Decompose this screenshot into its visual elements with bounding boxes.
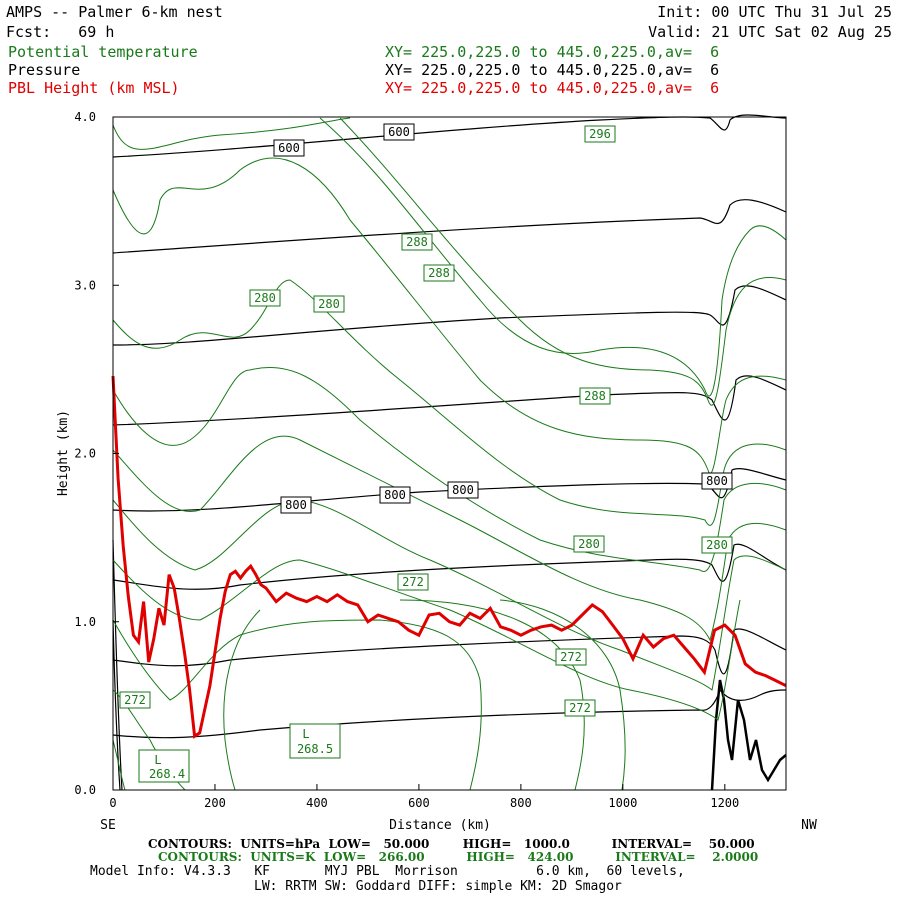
theta-contours [112,117,787,791]
svg-text:268.4: 268.4 [149,767,185,781]
svg-text:288: 288 [428,266,450,280]
pressure-label: 600 [273,139,305,157]
left-end-label: SE [100,818,116,833]
pbl-height-line [111,376,787,739]
theta-label: 280 [701,536,733,554]
theta-label: 280 [313,295,345,313]
theta-label: 280 [573,535,605,553]
pressure-label: 800 [701,472,733,490]
y-tick-label: 4.0 [74,110,96,124]
y-axis-label: Height (km) [56,410,71,496]
y-tick-label: 0.0 [74,783,96,797]
footer-theta-contours: CONTOURS: UNITS=K LOW= 266.00 HIGH= 424.… [158,850,759,864]
svg-text:280: 280 [578,537,600,551]
pressure-contours [112,114,787,791]
footer-model-info: Model Info: V4.3.3 KF MYJ PBL Morrison 6… [90,864,685,879]
svg-text:288: 288 [406,235,428,249]
footer-pressure-contours: CONTOURS: UNITS=hPa LOW= 50.000 HIGH= 10… [148,837,755,851]
field-name-pressure: Pressure [8,61,81,79]
svg-text:280: 280 [706,538,728,552]
pressure-labels: 600 600 800 800 800 800 [273,123,733,514]
theta-label: 288 [423,264,455,282]
x-axis-label: Distance (km) [389,818,491,833]
plot-title: AMPS -- Palmer 6-km nest [6,3,223,21]
svg-text:272: 272 [569,701,591,715]
theta-label: 280 [249,289,281,307]
y-tick-label: 3.0 [74,278,96,292]
x-tick-label: 1000 [608,796,637,810]
terrain-line [710,679,787,791]
field-xy-pbl: XY= 225.0,225.0 to 445.0,225.0,av= 6 [385,79,720,97]
y-tick-label: 2.0 [74,447,96,461]
pressure-label: 600 [383,123,415,141]
svg-text:280: 280 [318,297,340,311]
theta-label: 272 [119,691,151,709]
low-marker: L 268.5 [289,723,341,759]
svg-text:288: 288 [584,389,606,403]
svg-text:800: 800 [452,483,474,497]
y-axis-ticks: 0.0 1.0 2.0 3.0 4.0 [74,110,119,797]
field-xy-pressure: XY= 225.0,225.0 to 445.0,225.0,av= 6 [385,61,720,79]
forecast-hour: Fcst: 69 h [6,23,115,41]
svg-text:268.5: 268.5 [297,742,333,756]
theta-label: 296 [584,125,616,143]
svg-text:600: 600 [278,141,300,155]
svg-text:800: 800 [384,488,406,502]
low-markers: L 268.4 L 268.5 [138,723,341,783]
field-name-theta: Potential temperature [8,43,198,61]
x-tick-label: 400 [306,796,328,810]
svg-text:800: 800 [285,498,307,512]
x-tick-label: 1200 [710,796,739,810]
pressure-label: 800 [280,496,312,514]
svg-text:272: 272 [560,650,582,664]
pressure-label: 800 [447,481,479,499]
x-tick-label: 200 [204,796,226,810]
svg-text:272: 272 [402,575,424,589]
theta-label: 272 [555,648,587,666]
svg-text:L: L [302,727,309,741]
valid-time: Valid: 21 UTC Sat 02 Aug 25 [648,23,892,41]
x-tick-label: 800 [510,796,532,810]
x-tick-label: 0 [109,796,116,810]
theta-labels: 296 288 288 280 280 288 280 272 272 280 … [119,125,733,717]
svg-text:L: L [154,753,161,767]
field-xy-theta: XY= 225.0,225.0 to 445.0,225.0,av= 6 [385,43,720,61]
svg-text:800: 800 [706,474,728,488]
theta-label: 272 [397,573,429,591]
pressure-label: 800 [379,486,411,504]
x-tick-label: 600 [408,796,430,810]
theta-label: 288 [579,387,611,405]
theta-label: 272 [564,699,596,717]
theta-label: 288 [401,233,433,251]
x-axis-ticks: 0 200 400 600 800 1000 1200 [109,784,739,810]
footer-physics-info: LW: RRTM SW: Goddard DIFF: simple KM: 2D… [254,879,622,894]
right-end-label: NW [801,818,817,833]
svg-text:600: 600 [388,125,410,139]
low-marker: L 268.4 [138,749,190,783]
init-time: Init: 00 UTC Thu 31 Jul 25 [657,3,892,21]
field-name-pbl: PBL Height (km MSL) [8,79,180,97]
y-tick-label: 1.0 [74,615,96,629]
svg-text:272: 272 [124,693,146,707]
svg-text:280: 280 [254,291,276,305]
svg-text:296: 296 [589,127,611,141]
